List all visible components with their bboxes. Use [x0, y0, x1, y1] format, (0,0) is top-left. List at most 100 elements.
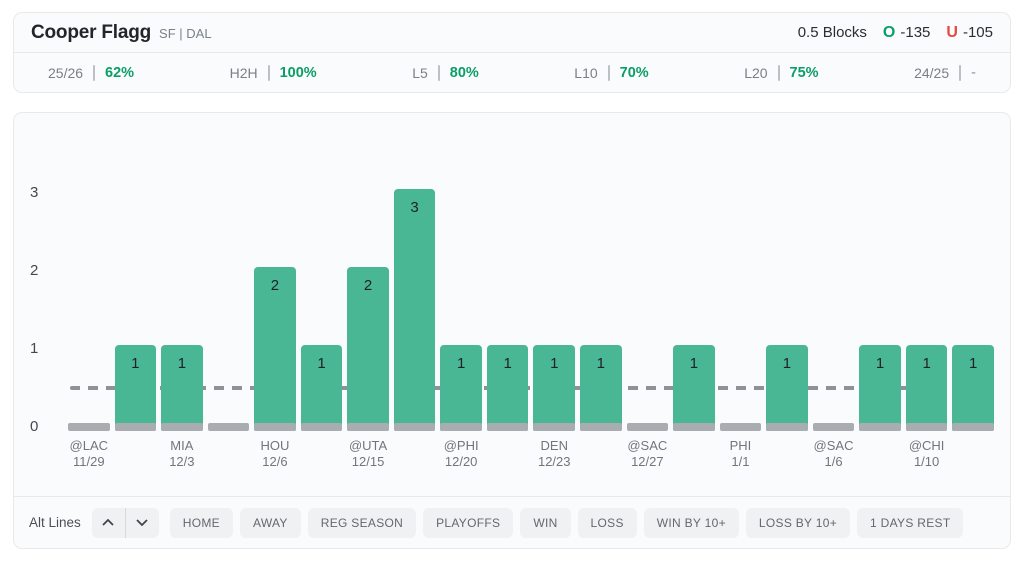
chart-card: 0 1 2 3 1 1 2 1 2 3 1 1 1 1 1 1 1 1 1 @LAC 11/29 MIA 12/3 HOU… [13, 112, 1011, 549]
bar-column[interactable]: 1 [905, 345, 948, 431]
stat-item-h2h: H2H 100% [229, 64, 317, 81]
filter-chip-loss-by-10-[interactable]: LOSS BY 10+ [745, 507, 851, 538]
stat-value: - [971, 64, 976, 81]
under-icon: U [946, 23, 958, 41]
bar-column[interactable]: 1 [486, 345, 529, 431]
opponent-label: @CHI [908, 438, 945, 453]
opponent-label: @PHI [443, 438, 479, 453]
bar-column[interactable] [719, 423, 762, 431]
opponent-label: @LAC [69, 438, 109, 453]
filter-chip-win[interactable]: WIN [520, 507, 571, 538]
stat-item-l10: L10 70% [574, 64, 649, 81]
stat-item-25-26: 25/26 62% [48, 64, 135, 81]
bar-value-label: 1 [922, 355, 931, 372]
stat-value: 62% [105, 64, 135, 81]
bar-column[interactable] [68, 423, 110, 431]
bar-column[interactable]: 1 [300, 345, 343, 431]
bar-column[interactable]: 1 [673, 345, 715, 431]
game-date-label: 12/23 [537, 454, 571, 469]
x-axis-labels: @LAC 11/29 MIA 12/3 HOU 12/6 @UTA 12/15 @PHI 12/2… [68, 438, 994, 480]
filter-chip-win-by-10-[interactable]: WIN BY 10+ [643, 507, 739, 538]
filter-chip-loss[interactable]: LOSS [577, 507, 637, 538]
filter-chip-home[interactable]: HOME [169, 507, 233, 538]
over-odds: O -135 [883, 24, 930, 42]
player-position-team: SF | DAL [159, 26, 212, 41]
bar-column[interactable] [812, 423, 855, 431]
stat-pipe [267, 64, 270, 81]
bar: 1 [114, 345, 157, 431]
alt-line-down-button[interactable] [126, 508, 159, 538]
bar: 1 [905, 345, 948, 431]
filter-chip-reg-season[interactable]: REG SEASON [307, 507, 417, 538]
opponent-label: @SAC [813, 438, 854, 453]
player-name: Cooper Flagg [31, 21, 152, 43]
threshold-dashline [70, 386, 994, 390]
x-axis-label-empty [301, 438, 343, 480]
filter-chip-away[interactable]: AWAY [239, 507, 301, 538]
x-axis-label-empty [952, 438, 994, 480]
bar-column[interactable]: 3 [393, 189, 436, 431]
y-axis-tick: 0 [30, 418, 39, 435]
bar-column[interactable]: 1 [766, 345, 808, 431]
bar-column[interactable]: 1 [533, 345, 576, 431]
bar-column[interactable]: 1 [161, 345, 203, 431]
stat-item-l20: L20 75% [744, 64, 819, 81]
bar-value-label: 1 [177, 355, 187, 372]
bar: 1 [580, 345, 622, 431]
bar: 1 [440, 345, 482, 431]
bar-column[interactable] [207, 423, 250, 431]
header-divider [14, 52, 1010, 53]
bar: 1 [766, 345, 808, 431]
bar-column[interactable] [626, 423, 669, 431]
bar-zero-baseline [812, 423, 855, 431]
y-axis-tick: 2 [30, 262, 39, 279]
bar-value-label: 3 [410, 199, 419, 216]
bar: 1 [486, 345, 529, 431]
stat-value: 75% [789, 64, 819, 81]
stat-label: H2H [229, 64, 258, 81]
x-axis-label: DEN 12/23 [533, 438, 575, 480]
bar-zero-baseline [719, 423, 762, 431]
chevron-down-icon [136, 519, 148, 526]
bar: 2 [254, 267, 296, 431]
under-odds-value: -105 [962, 24, 993, 41]
x-axis-label: @CHI 1/10 [906, 438, 948, 480]
opponent-label: DEN [540, 438, 568, 453]
player-prop-header-card: Cooper Flagg SF | DAL 0.5 Blocks O -135 … [13, 12, 1011, 93]
bar-column[interactable]: 1 [440, 345, 482, 431]
stat-value: 100% [279, 64, 317, 81]
bar-column[interactable]: 1 [580, 345, 622, 431]
x-axis-label-empty [208, 438, 250, 480]
stat-item-24-25: 24/25 - [914, 64, 976, 81]
x-axis-label-empty [859, 438, 901, 480]
x-axis-label-empty [673, 438, 715, 480]
x-axis-label: MIA 12/3 [161, 438, 203, 480]
stat-value: 80% [449, 64, 479, 81]
game-date-label: 12/27 [631, 454, 664, 469]
x-axis-label: @SAC 12/27 [627, 438, 669, 480]
bar-value-label: 1 [456, 355, 466, 372]
game-date-label: 11/29 [72, 454, 105, 469]
filter-chip-playoffs[interactable]: PLAYOFFS [423, 507, 514, 538]
bar-column[interactable]: 1 [952, 345, 994, 431]
game-date-label: 1/6 [824, 454, 843, 469]
y-axis-tick: 3 [30, 184, 39, 201]
opponent-label: MIA [170, 438, 194, 453]
bar-value-label: 1 [875, 355, 885, 372]
alt-line-up-button[interactable] [92, 508, 125, 538]
stat-pipe [93, 64, 96, 81]
bar-zero-baseline [207, 423, 250, 431]
stat-label: 25/26 [48, 64, 84, 81]
bar-column[interactable]: 1 [114, 345, 157, 431]
x-axis-label: HOU 12/6 [254, 438, 296, 480]
bar: 1 [952, 345, 994, 431]
filter-chips: HOME AWAY REG SEASON PLAYOFFS WIN LOSS WIN BY … [169, 507, 964, 538]
x-axis-label: @UTA 12/15 [347, 438, 389, 480]
bar-column[interactable]: 2 [254, 267, 296, 431]
game-date-label: 12/3 [169, 454, 195, 469]
bar-column[interactable]: 2 [347, 267, 389, 431]
bar-chart: 0 1 2 3 1 1 2 1 2 3 1 1 1 1 1 1 1 1 1 [14, 113, 1010, 435]
filter-chip-1-days-rest[interactable]: 1 DAYS REST [857, 507, 964, 538]
bar-column[interactable]: 1 [859, 345, 901, 431]
over-odds-value: -135 [900, 24, 931, 41]
